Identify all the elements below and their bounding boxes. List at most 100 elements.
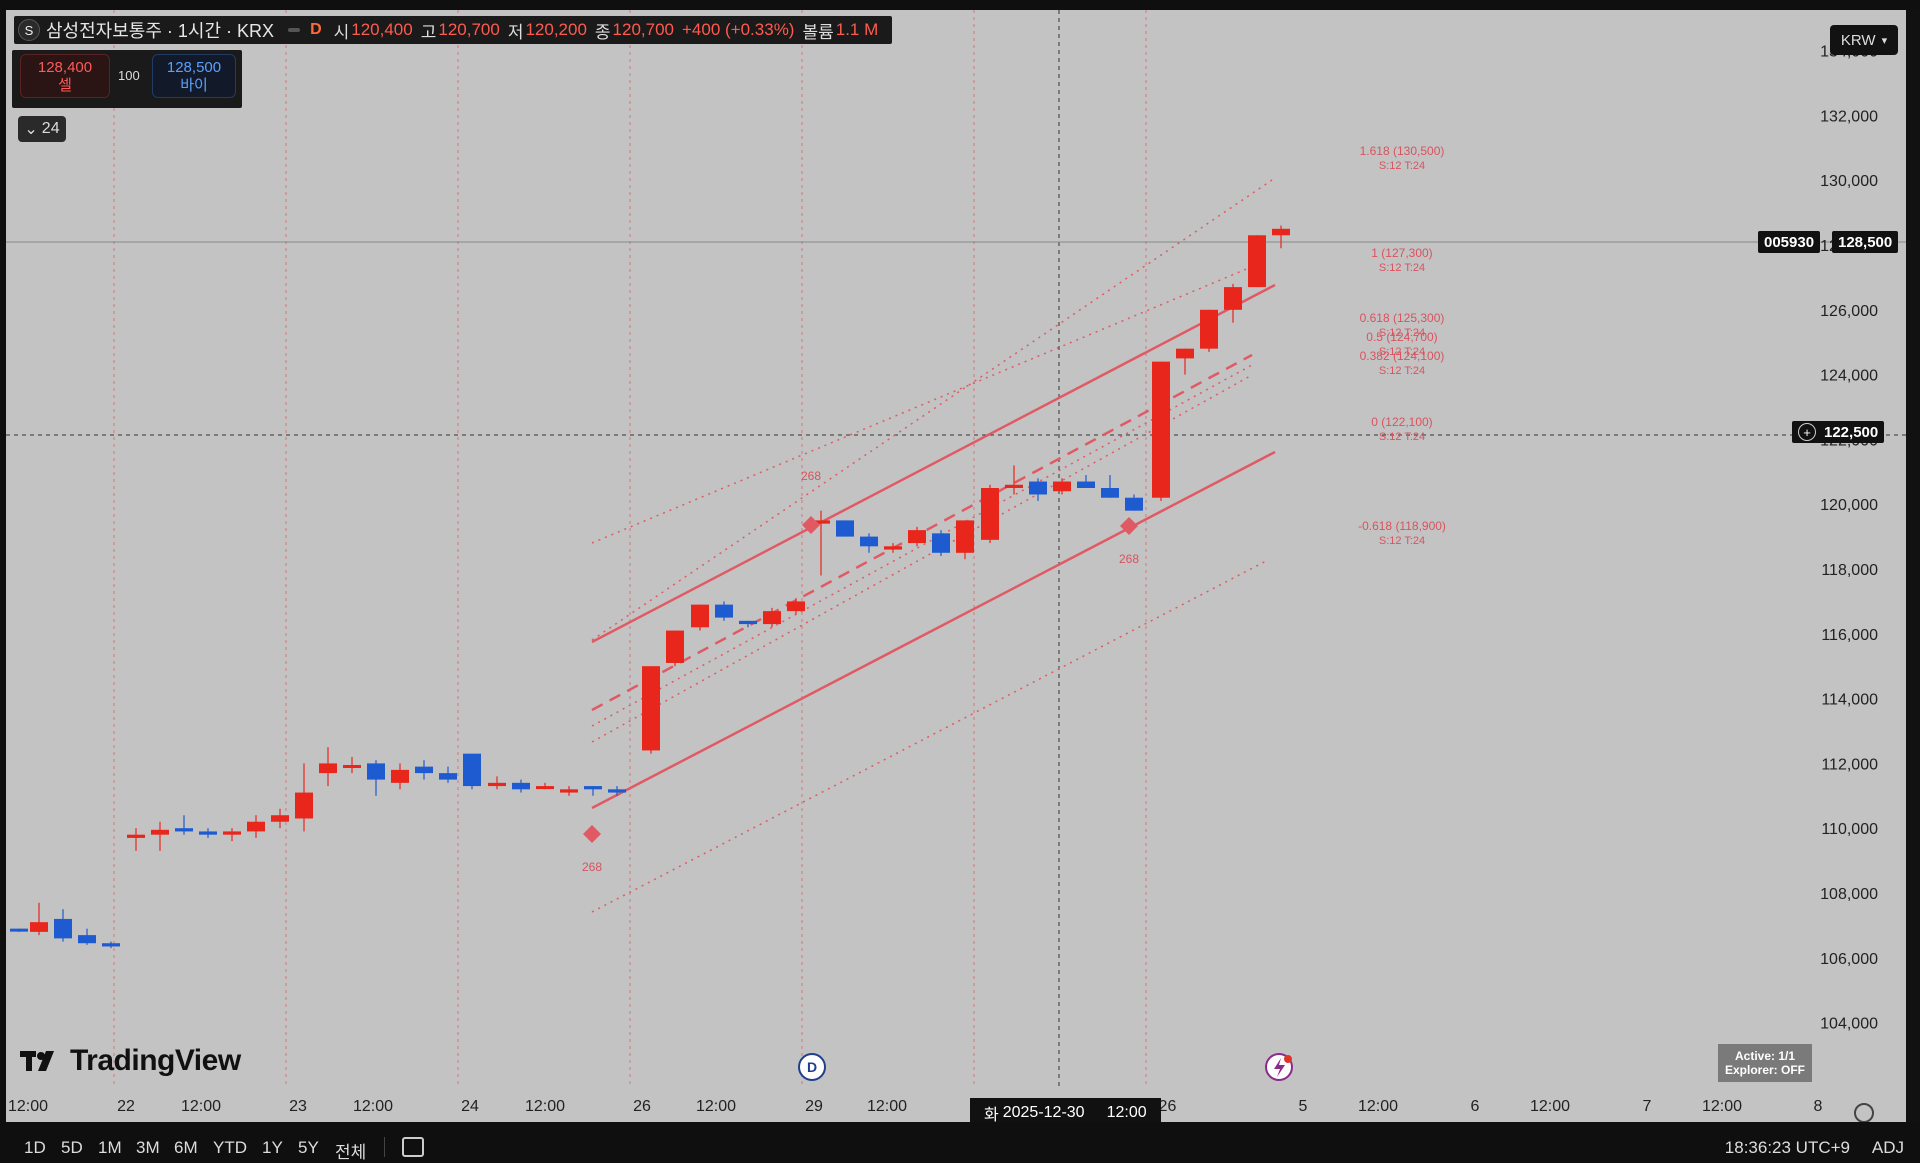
crosshair-time-tag: 화 2025-12-30 12:00 <box>970 1098 1161 1122</box>
timeframe-1m[interactable]: 1M <box>98 1138 122 1157</box>
candle-body <box>488 782 506 787</box>
time-tick-label: 12:00 <box>1702 1098 1742 1115</box>
candle-body <box>223 831 241 835</box>
clock-display[interactable]: 18:36:23 UTC+9 <box>1724 1138 1850 1157</box>
alert-dot-icon <box>1284 1055 1292 1063</box>
currency-selector[interactable]: KRW ▾ <box>1830 25 1898 55</box>
timeframe-6m[interactable]: 6M <box>174 1138 198 1157</box>
crosshair-date: 2025-12-30 <box>1002 1104 1085 1121</box>
collapse-indicators-button[interactable]: ⌄ 24 <box>18 116 66 142</box>
time-tick-label: 12:00 <box>525 1098 565 1115</box>
channel-mid-dashed <box>591 353 1253 712</box>
high-label: 고 <box>420 22 437 42</box>
candle-body <box>78 935 96 944</box>
price-tick-label: 108,000 <box>1820 886 1878 903</box>
timeframe-3m[interactable]: 3M <box>136 1138 160 1157</box>
candle-body <box>295 792 313 819</box>
low-label: 저 <box>507 22 524 42</box>
candle-body <box>884 546 902 550</box>
calendar-icon[interactable] <box>402 1137 424 1157</box>
candle-body <box>271 815 289 822</box>
right-edge-panel <box>1906 10 1920 1122</box>
lightning-icon <box>1274 1058 1285 1077</box>
tradingview-logo-icon <box>20 1051 54 1071</box>
candle-body <box>715 604 733 618</box>
channel-outer-lower <box>591 559 1269 913</box>
dividend-badge: D <box>310 21 322 38</box>
price-tick-label: 110,000 <box>1821 821 1878 838</box>
trade-panel: 128,400 셀 100 128,500 바이 <box>12 50 242 108</box>
candle-body <box>560 789 578 793</box>
pivot-diamond-icon <box>583 825 601 843</box>
time-tick-label: 26 <box>633 1098 651 1115</box>
candle-body <box>956 520 974 553</box>
sell-button[interactable]: 128,400 셀 <box>20 54 110 98</box>
candle-body <box>1053 481 1071 492</box>
candle-body <box>763 611 781 625</box>
timeframe-all[interactable]: 전체 <box>335 1143 367 1162</box>
candle-body <box>343 765 361 769</box>
fib-level-sub: S:12 T:24 <box>1379 346 1425 358</box>
open-label: 시 <box>333 22 350 42</box>
channel-outer-upper-2 <box>591 259 1269 544</box>
minus-icon <box>288 28 301 32</box>
status-explorer: Explorer: OFF <box>1724 1063 1805 1077</box>
fib-level-label: 0.382 (124,100) <box>1360 349 1445 363</box>
plus-circle-icon[interactable]: + <box>1798 423 1816 441</box>
price-tick-label: 116,000 <box>1821 627 1878 644</box>
candle-body <box>1005 484 1023 488</box>
candle-body <box>463 753 481 787</box>
close-label: 종 <box>594 22 611 42</box>
tradingview-logo[interactable]: TradingView <box>20 1044 241 1078</box>
candle-body <box>860 536 878 547</box>
candle-body <box>1152 361 1170 498</box>
time-tick-label: 12:00 <box>8 1098 48 1115</box>
currency-label: KRW <box>1840 31 1876 49</box>
timeframe-5y[interactable]: 5Y <box>298 1138 319 1157</box>
price-tick-label: 132,000 <box>1820 108 1878 125</box>
symbol-title[interactable]: 삼성전자보통주 · 1시간 · KRX <box>46 21 275 41</box>
open-value: 120,400 <box>351 20 413 39</box>
crosshair-day: 화 <box>984 1107 999 1122</box>
candle-body <box>1200 309 1218 349</box>
candle-body <box>199 831 217 835</box>
fib-level-label: 1.618 (130,500) <box>1360 144 1445 158</box>
toolbar-divider <box>384 1137 385 1157</box>
order-quantity[interactable]: 100 <box>118 68 140 83</box>
price-tick-label: 104,000 <box>1820 1016 1878 1033</box>
price-tick-label: 118,000 <box>1821 562 1878 579</box>
fib-level-label: 0.5 (124,700) <box>1366 330 1437 344</box>
candle-body <box>512 782 530 790</box>
timeframe-1y[interactable]: 1Y <box>262 1138 283 1157</box>
channel-outer-upper <box>591 177 1276 641</box>
candle-body <box>247 821 265 832</box>
adjust-toggle[interactable]: ADJ <box>1871 1138 1904 1157</box>
channel-upper-line <box>591 283 1276 644</box>
price-tick-label: 114,000 <box>1821 692 1878 709</box>
candle-body <box>415 766 433 774</box>
chart-pane[interactable]: 268 268 268 D 1.618 (130,500) S:12 T:24 1 (12… <box>6 10 1906 1122</box>
candle-body <box>1077 481 1095 488</box>
timeframe-5d[interactable]: 5D <box>61 1138 83 1157</box>
time-tick-label: 6 <box>1471 1098 1480 1115</box>
timeframe-1d[interactable]: 1D <box>24 1138 46 1157</box>
symbol-legend[interactable]: S 삼성전자보통주 · 1시간 · KRX D 시 120,400 고 120,70… <box>14 16 893 44</box>
gear-icon[interactable] <box>1854 1103 1874 1122</box>
time-tick-label: 7 <box>1643 1098 1652 1115</box>
fib-level-label: -0.618 (118,900) <box>1358 519 1446 533</box>
timeframe-ytd[interactable]: YTD <box>213 1138 247 1157</box>
time-tick-label: 29 <box>805 1098 823 1115</box>
fib-level-sub: S:12 T:24 <box>1379 365 1425 377</box>
candle-body <box>584 786 602 790</box>
crosshair-price: 122,500 <box>1824 423 1879 441</box>
candle-body <box>981 488 999 540</box>
high-value: 120,700 <box>438 20 500 39</box>
candle-body <box>319 763 337 774</box>
time-tick-label: 12:00 <box>867 1098 907 1115</box>
fib-level-label: 0 (122,100) <box>1371 415 1432 429</box>
price-tick-label: 126,000 <box>1820 303 1878 320</box>
buy-button[interactable]: 128,500 바이 <box>152 54 236 98</box>
time-tick-label: 12:00 <box>696 1098 736 1115</box>
pivot-diamond-icon <box>1120 517 1138 535</box>
